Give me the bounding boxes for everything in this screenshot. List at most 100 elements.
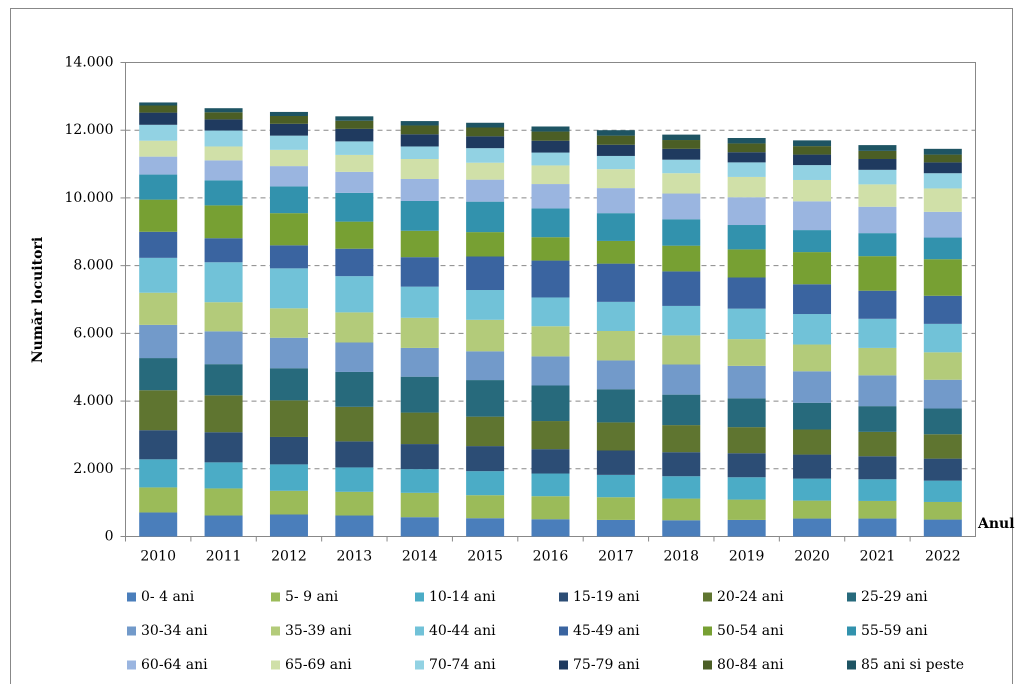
bar-segment (400, 230, 439, 258)
x-tick-label: 2014 (402, 549, 438, 565)
bar-segment (531, 421, 570, 450)
bar-segment (923, 458, 962, 481)
bar-segment (400, 286, 439, 318)
x-tick-label: 2019 (729, 549, 765, 565)
bar-segment (531, 184, 570, 209)
legend-label: 0- 4 ani (141, 589, 195, 605)
bar-segment (662, 148, 701, 160)
legend-swatch (415, 626, 424, 636)
x-tick-label: 2013 (337, 549, 373, 565)
bar-segment (335, 491, 374, 516)
bar-segment (923, 501, 962, 520)
bar-segment (596, 389, 635, 423)
legend-label: 70-74 ani (429, 657, 496, 673)
bar-segment (466, 122, 505, 128)
bar-segment (727, 398, 766, 428)
bar-segment (793, 344, 832, 372)
bar-segment (793, 230, 832, 253)
bar-segment (335, 371, 374, 407)
bar-segment (662, 335, 701, 365)
bar-segment (139, 292, 178, 325)
bar-segment (923, 480, 962, 502)
bar-segment (400, 347, 439, 377)
bar-segment (466, 495, 505, 519)
bar-segment (400, 121, 439, 126)
bar-segment (596, 213, 635, 241)
bar-segment (858, 169, 897, 185)
bar-segment (793, 252, 832, 285)
bar-segment (466, 179, 505, 202)
bar-segment (923, 259, 962, 296)
bar-segment (858, 256, 897, 291)
bar-segment (596, 188, 635, 214)
bar-segment (269, 368, 308, 401)
bar-segment (858, 145, 897, 151)
bar-segment (531, 152, 570, 166)
bar-segment (139, 124, 178, 141)
bar-segment (727, 308, 766, 340)
bar-segment (400, 469, 439, 493)
bar-segment (139, 459, 178, 488)
bar-segment (531, 356, 570, 386)
bar-segment (204, 364, 243, 396)
bar-segment (727, 152, 766, 163)
bar-segment (400, 376, 439, 413)
bar-segment (466, 351, 505, 381)
bar-segment (531, 237, 570, 261)
bar-segment (269, 166, 308, 187)
legend-label: 15-19 ani (573, 589, 640, 605)
bar-segment (923, 148, 962, 155)
bar-segment (923, 237, 962, 260)
bar-segment (727, 249, 766, 278)
bar-segment (793, 165, 832, 180)
bar-segment (466, 380, 505, 417)
bar-segment (269, 135, 308, 150)
legend-swatch (559, 592, 568, 602)
y-tick-label: 2.000 (73, 461, 113, 477)
bar-segment (204, 119, 243, 131)
bar-segment (531, 126, 570, 132)
bar-segment (204, 130, 243, 147)
bar-segment (858, 233, 897, 257)
bar-segment (596, 240, 635, 264)
bar-segment (531, 473, 570, 497)
bar-segment (269, 337, 308, 369)
bar-segment (269, 213, 308, 246)
bar-segment (531, 519, 570, 537)
bar-segment (335, 248, 374, 277)
bar-segment (727, 197, 766, 226)
bar-segment (400, 317, 439, 348)
bar-segment (727, 176, 766, 198)
bar-segment (400, 257, 439, 287)
x-tick-label: 2018 (663, 549, 699, 565)
x-tick-label: 2020 (794, 549, 830, 565)
legend-label: 85 ani si peste (861, 657, 964, 673)
bar-segment (793, 518, 832, 537)
legend-label: 5- 9 ani (285, 589, 339, 605)
legend-label: 35-39 ani (285, 623, 352, 639)
bar-segment (466, 256, 505, 291)
bar-segment (793, 314, 832, 345)
bar-segment (596, 144, 635, 156)
bar-segment (727, 477, 766, 500)
bar-segment (204, 146, 243, 161)
bar-segment (596, 301, 635, 331)
legend-swatch (271, 660, 280, 670)
legend-swatch (847, 592, 856, 602)
legend-label: 25-29 ani (861, 589, 928, 605)
bar-segment (139, 324, 178, 359)
bar-segment (139, 102, 178, 106)
bar-segment (596, 474, 635, 498)
x-tick-label: 2017 (598, 549, 634, 565)
legend-label: 60-64 ani (141, 657, 208, 673)
bar-segment (923, 323, 962, 353)
bar-segment (858, 318, 897, 348)
bar-segment (466, 232, 505, 257)
bar-segment (466, 290, 505, 320)
bar-segment (727, 339, 766, 366)
bar-segment (596, 360, 635, 390)
bar-segment (727, 427, 766, 454)
bar-segment (400, 444, 439, 470)
legend-swatch (703, 626, 712, 636)
bar-segment (269, 436, 308, 465)
